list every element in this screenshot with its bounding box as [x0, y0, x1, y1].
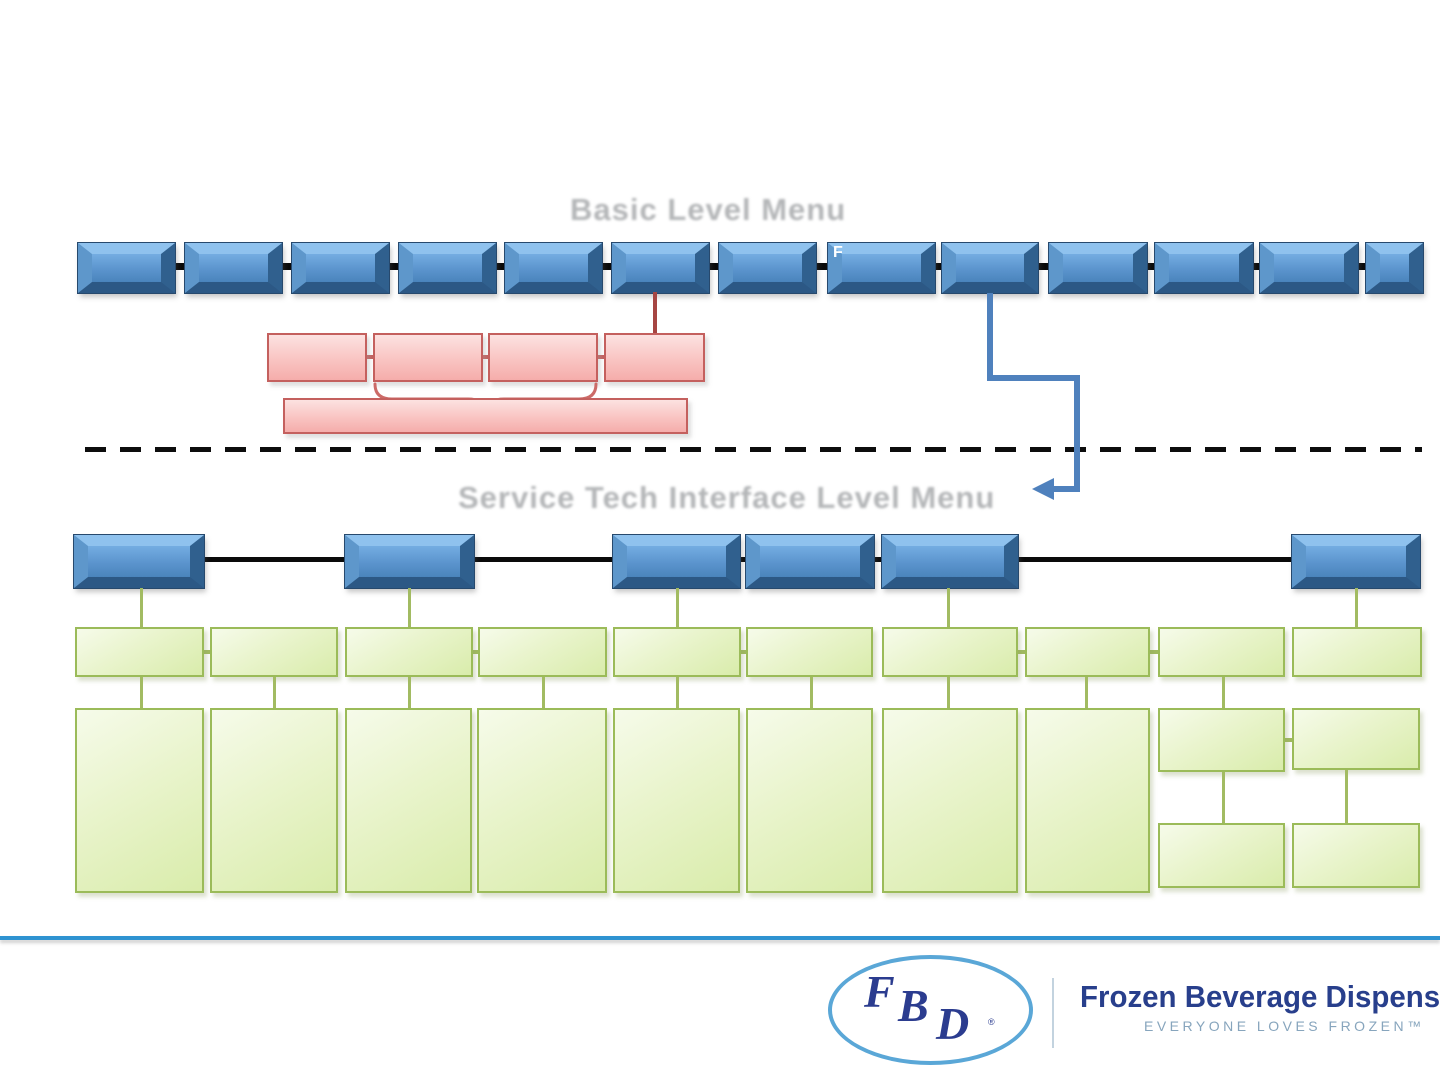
connector-line — [175, 263, 185, 270]
node-f-label: F — [833, 244, 843, 261]
stem-line — [273, 677, 276, 708]
logo-letter-b: B — [898, 980, 929, 1031]
stem-line — [1345, 770, 1348, 823]
basic-menu-node-f: F — [827, 242, 936, 294]
connector-line — [935, 263, 942, 270]
green-node — [345, 627, 473, 677]
green-detail-node — [210, 708, 338, 893]
stem-line — [1222, 677, 1225, 708]
connector-line — [1358, 263, 1366, 270]
green-detail-node — [1025, 708, 1150, 893]
pink-node — [373, 333, 483, 382]
stem-line — [810, 677, 813, 708]
stem-line — [408, 677, 411, 708]
pink-node — [267, 333, 367, 382]
green-node — [746, 627, 873, 677]
green-node — [613, 627, 741, 677]
basic-menu-node — [1154, 242, 1254, 294]
connector-line — [709, 263, 719, 270]
connector-line — [389, 263, 399, 270]
green-connector — [741, 650, 748, 654]
stem-line — [1222, 772, 1225, 823]
pink-connector — [482, 355, 490, 359]
pink-summary-node — [283, 398, 688, 434]
stem-line — [676, 588, 679, 628]
connector-line — [1253, 263, 1260, 270]
green-detail-node — [613, 708, 740, 893]
connector-line — [816, 263, 828, 270]
service-menu-node — [1291, 534, 1421, 589]
green-detail-node — [1158, 823, 1285, 888]
green-node — [1292, 627, 1422, 677]
basic-menu-node — [1259, 242, 1359, 294]
pink-node — [604, 333, 705, 382]
service-menu-node — [73, 534, 205, 589]
registered-mark: ® — [988, 1017, 995, 1027]
stem-line — [676, 677, 679, 708]
pink-node — [488, 333, 598, 382]
brand-tagline: EVERYONE LOVES FROZEN™ — [1144, 1018, 1425, 1034]
green-detail-node — [477, 708, 607, 893]
basic-menu-node — [398, 242, 497, 294]
green-node — [75, 627, 204, 677]
stem-line — [408, 588, 411, 628]
logo-divider — [1052, 978, 1054, 1048]
green-connector — [1150, 650, 1160, 654]
connector-line — [282, 263, 292, 270]
green-detail-node — [75, 708, 204, 893]
green-connector — [1285, 738, 1292, 742]
connector-line — [602, 263, 612, 270]
basic-menu-node — [504, 242, 603, 294]
service-menu-node — [881, 534, 1019, 589]
pink-connector — [597, 355, 605, 359]
green-detail-node — [882, 708, 1018, 893]
green-node — [1158, 627, 1285, 677]
basic-menu-node — [1365, 242, 1424, 294]
green-connector — [473, 650, 480, 654]
connector-line — [1038, 263, 1049, 270]
green-detail-node — [1158, 708, 1285, 772]
dashed-divider — [85, 447, 1422, 452]
green-connector — [1018, 650, 1027, 654]
stem-line — [542, 677, 545, 708]
pink-connector — [366, 355, 374, 359]
service-menu-node — [344, 534, 475, 589]
green-detail-node — [746, 708, 873, 893]
basic-menu-node — [77, 242, 176, 294]
stem-line — [947, 588, 950, 628]
connector-line — [1147, 263, 1155, 270]
connector-line — [496, 263, 505, 270]
footer-rule — [0, 936, 1440, 940]
stem-line — [140, 677, 143, 708]
green-connector — [204, 650, 212, 654]
stem-line — [140, 588, 143, 628]
logo-letter-d: D — [936, 998, 970, 1049]
green-node — [478, 627, 607, 677]
logo-letter-f: F — [864, 966, 895, 1017]
basic-menu-node — [611, 242, 710, 294]
basic-menu-node — [184, 242, 283, 294]
stem-line — [947, 677, 950, 708]
basic-menu-node — [291, 242, 390, 294]
green-node — [1025, 627, 1150, 677]
green-node — [210, 627, 338, 677]
green-detail-node — [345, 708, 472, 893]
stem-line — [1085, 677, 1088, 708]
green-detail-node — [1292, 708, 1420, 770]
basic-menu-node — [1048, 242, 1148, 294]
green-node — [882, 627, 1018, 677]
service-menu-node — [612, 534, 741, 589]
service-menu-node — [745, 534, 875, 589]
service-tech-menu-title: Service Tech Interface Level Menu — [458, 480, 996, 515]
stem-line — [1355, 588, 1358, 628]
fbd-logo: F B D ® — [828, 955, 1033, 1065]
basic-menu-node — [718, 242, 817, 294]
green-detail-node — [1292, 823, 1420, 888]
brand-name: Frozen Beverage Dispensers — [1080, 979, 1440, 1014]
red-drop-connector — [653, 292, 657, 334]
basic-menu-node — [941, 242, 1039, 294]
basic-level-menu-title: Basic Level Menu — [570, 192, 847, 227]
